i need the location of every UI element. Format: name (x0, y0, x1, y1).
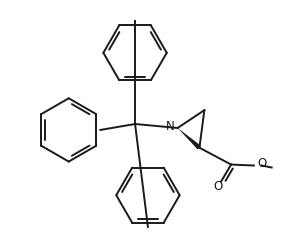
Text: O: O (213, 180, 223, 193)
Text: N: N (166, 121, 175, 133)
Polygon shape (178, 128, 201, 150)
Text: O: O (258, 157, 267, 170)
